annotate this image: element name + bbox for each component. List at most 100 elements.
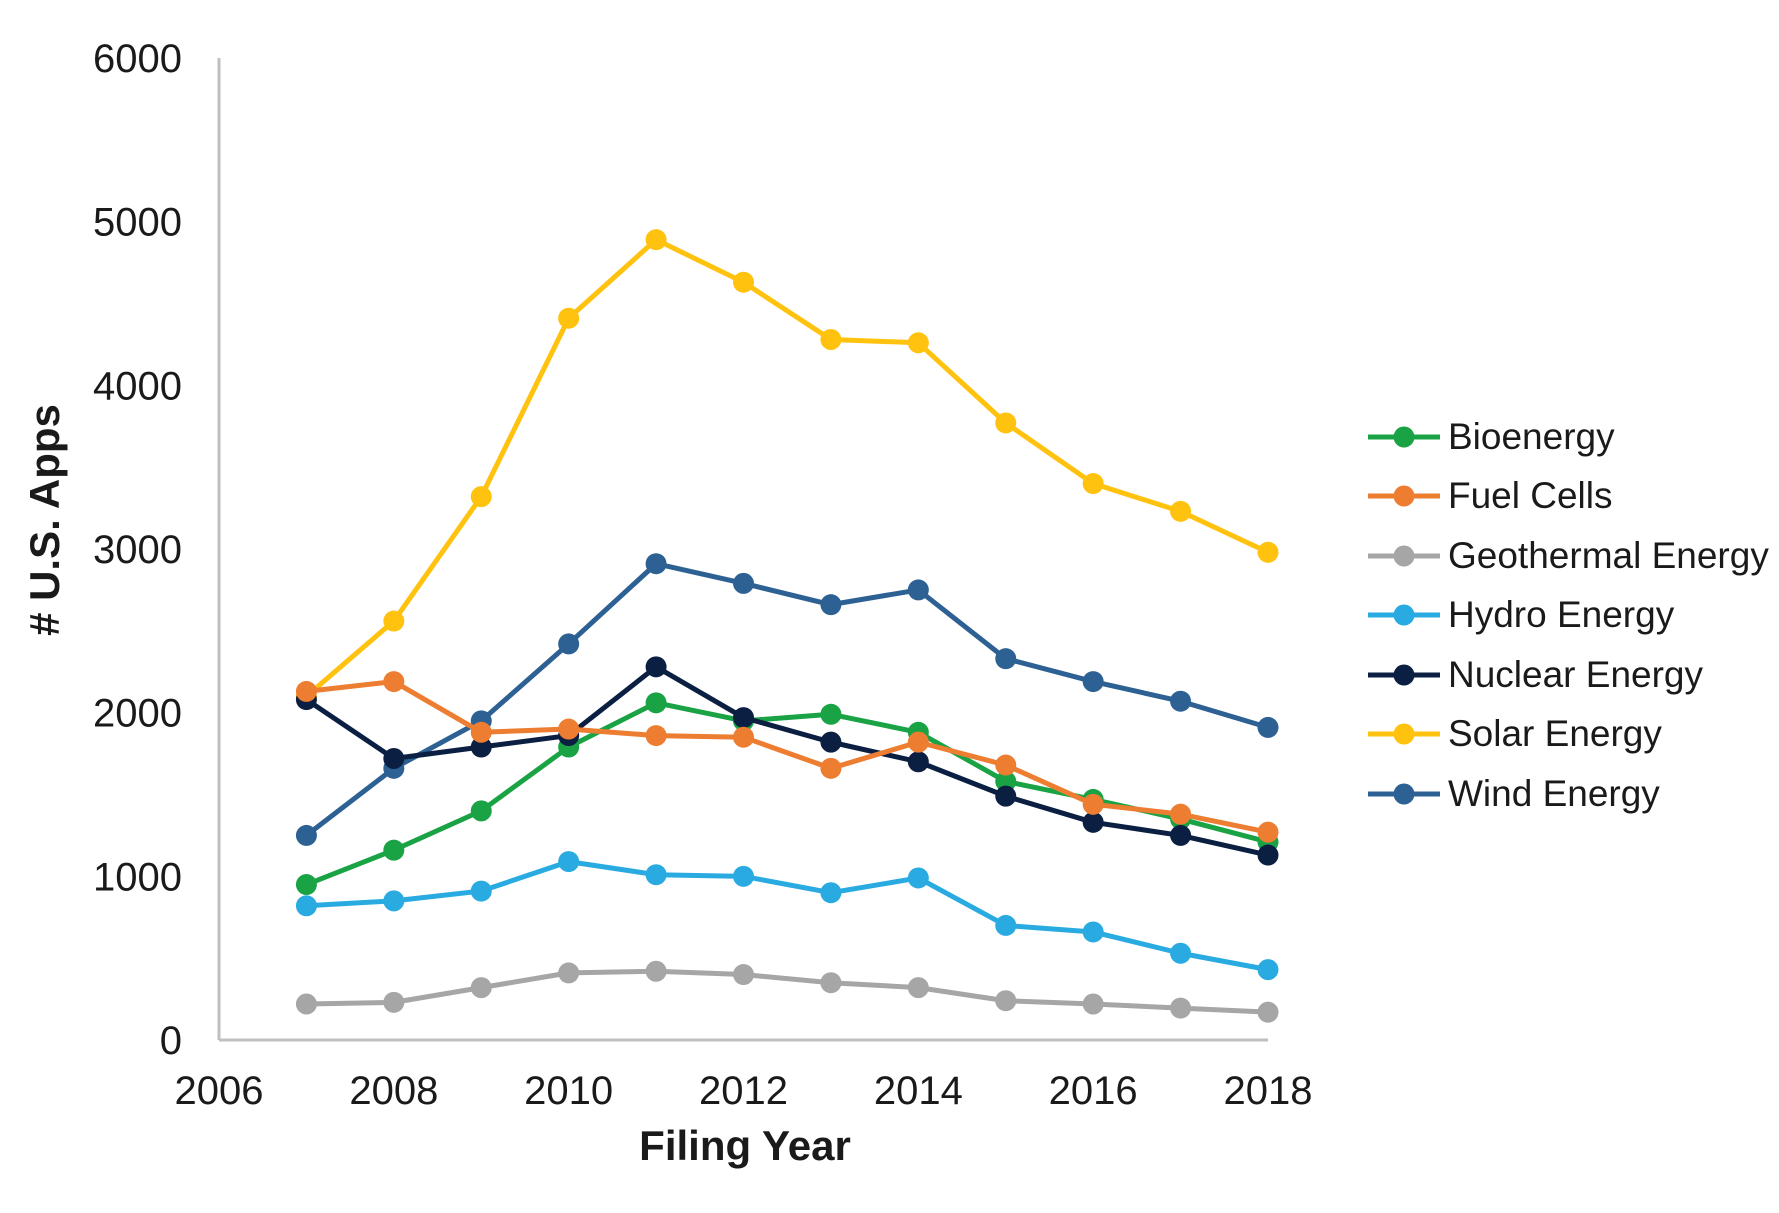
data-point-solar-energy — [907, 332, 929, 354]
data-point-hydro-energy — [295, 895, 317, 917]
legend-label-nuclear-energy: Nuclear Energy — [1448, 653, 1704, 695]
data-point-fuel-cells — [383, 671, 405, 693]
x-tick-label: 2008 — [349, 1069, 438, 1113]
data-point-geothermal-energy — [470, 977, 492, 999]
data-point-solar-energy — [1170, 500, 1192, 522]
y-tick-label: 4000 — [93, 364, 182, 408]
data-point-solar-energy — [383, 610, 405, 632]
series-line-bioenergy — [303, 700, 1271, 888]
y-tick-label: 5000 — [93, 201, 182, 245]
data-point-solar-energy — [820, 329, 842, 351]
data-point-wind-energy — [1170, 690, 1192, 712]
legend-marker-bioenergy — [1368, 426, 1440, 448]
legend: Bioenergy Fuel Cells Geothermal Energy Hydr… — [1368, 407, 1769, 824]
data-point-geothermal-energy — [907, 977, 929, 999]
series-line-nuclear-energy — [303, 664, 1271, 858]
data-point-nuclear-energy — [1170, 824, 1192, 846]
data-point-geothermal-energy — [295, 993, 317, 1015]
data-point-nuclear-energy — [995, 785, 1017, 807]
data-point-geothermal-energy — [733, 964, 754, 986]
data-point-hydro-energy — [820, 882, 842, 904]
data-point-geothermal-energy — [1082, 993, 1104, 1015]
data-point-solar-energy — [558, 307, 580, 329]
data-point-fuel-cells — [995, 754, 1017, 776]
series-line-wind-energy — [303, 561, 1271, 838]
data-point-fuel-cells — [558, 718, 580, 740]
legend-item-solar-energy: Solar Energy — [1368, 705, 1769, 765]
legend-label-fuel-cells: Fuel Cells — [1448, 475, 1613, 517]
legend-label-solar-energy: Solar Energy — [1448, 713, 1662, 755]
data-point-wind-energy — [733, 572, 754, 594]
x-tick-label: 2010 — [524, 1069, 613, 1113]
data-point-fuel-cells — [1082, 793, 1104, 815]
data-point-wind-energy — [907, 579, 929, 601]
x-tick-label: 2006 — [175, 1069, 264, 1113]
series-line-hydro-energy — [303, 859, 1271, 973]
data-point-geothermal-energy — [558, 962, 580, 984]
legend-marker-hydro-energy — [1368, 604, 1440, 626]
data-point-geothermal-energy — [1257, 1001, 1279, 1023]
x-tick-label: 2018 — [1224, 1069, 1313, 1113]
legend-marker-wind-energy — [1368, 783, 1440, 805]
data-point-fuel-cells — [907, 731, 929, 753]
data-point-bioenergy — [295, 874, 317, 896]
legend-item-wind-energy: Wind Energy — [1368, 764, 1769, 824]
data-point-nuclear-energy — [820, 731, 842, 753]
data-point-geothermal-energy — [820, 972, 842, 994]
data-point-nuclear-energy — [470, 736, 492, 758]
data-point-nuclear-energy — [1082, 811, 1104, 833]
y-tick-label: 0 — [160, 1019, 182, 1063]
data-point-hydro-energy — [470, 880, 492, 902]
data-point-geothermal-energy — [645, 960, 667, 982]
legend-label-wind-energy: Wind Energy — [1448, 772, 1660, 814]
data-point-wind-energy — [1082, 671, 1104, 693]
data-point-hydro-energy — [1170, 942, 1192, 964]
data-point-wind-energy — [1257, 716, 1279, 738]
series-line-fuel-cells — [303, 679, 1271, 835]
data-point-fuel-cells — [1257, 821, 1279, 843]
legend-label-geothermal-energy: Geothermal Energy — [1448, 534, 1769, 576]
legend-item-nuclear-energy: Nuclear Energy — [1368, 645, 1769, 705]
x-tick-label: 2014 — [874, 1069, 963, 1113]
legend-item-fuel-cells: Fuel Cells — [1368, 467, 1769, 527]
data-point-hydro-energy — [558, 851, 580, 873]
data-point-nuclear-energy — [733, 707, 754, 729]
data-point-bioenergy — [470, 800, 492, 822]
legend-item-geothermal-energy: Geothermal Energy — [1368, 526, 1769, 586]
y-tick-label: 1000 — [93, 855, 182, 899]
x-tick-label: 2016 — [1049, 1069, 1138, 1113]
data-point-geothermal-energy — [383, 991, 405, 1013]
data-point-fuel-cells — [1170, 803, 1192, 825]
data-point-solar-energy — [645, 229, 667, 251]
y-tick-label: 3000 — [93, 528, 182, 572]
data-point-hydro-energy — [907, 867, 929, 889]
legend-marker-fuel-cells — [1368, 485, 1440, 507]
legend-label-bioenergy: Bioenergy — [1448, 415, 1615, 457]
data-point-fuel-cells — [733, 726, 754, 748]
data-point-fuel-cells — [820, 757, 842, 779]
data-point-fuel-cells — [295, 680, 317, 702]
data-point-hydro-energy — [733, 865, 754, 887]
data-point-nuclear-energy — [907, 751, 929, 773]
data-point-wind-energy — [558, 633, 580, 655]
y-tick-label: 6000 — [93, 37, 182, 81]
data-point-bioenergy — [383, 839, 405, 861]
data-point-bioenergy — [645, 692, 667, 714]
data-point-fuel-cells — [470, 721, 492, 743]
data-point-hydro-energy — [1257, 959, 1279, 981]
data-point-hydro-energy — [383, 890, 405, 912]
data-point-hydro-energy — [995, 914, 1017, 936]
data-point-solar-energy — [1257, 541, 1279, 563]
data-point-bioenergy — [995, 770, 1017, 792]
legend-marker-geothermal-energy — [1368, 545, 1440, 567]
series-line-solar-energy — [303, 237, 1271, 699]
data-point-nuclear-energy — [645, 656, 667, 678]
legend-marker-solar-energy — [1368, 723, 1440, 745]
legend-item-hydro-energy: Hydro Energy — [1368, 586, 1769, 646]
data-point-fuel-cells — [645, 725, 667, 747]
data-point-nuclear-energy — [383, 747, 405, 769]
series-line-geothermal-energy — [303, 968, 1271, 1015]
y-tick-label: 2000 — [93, 692, 182, 736]
